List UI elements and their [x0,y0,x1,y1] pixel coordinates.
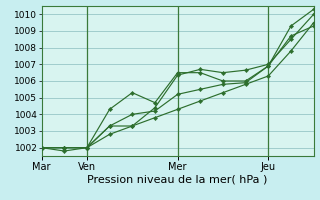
X-axis label: Pression niveau de la mer( hPa ): Pression niveau de la mer( hPa ) [87,174,268,184]
